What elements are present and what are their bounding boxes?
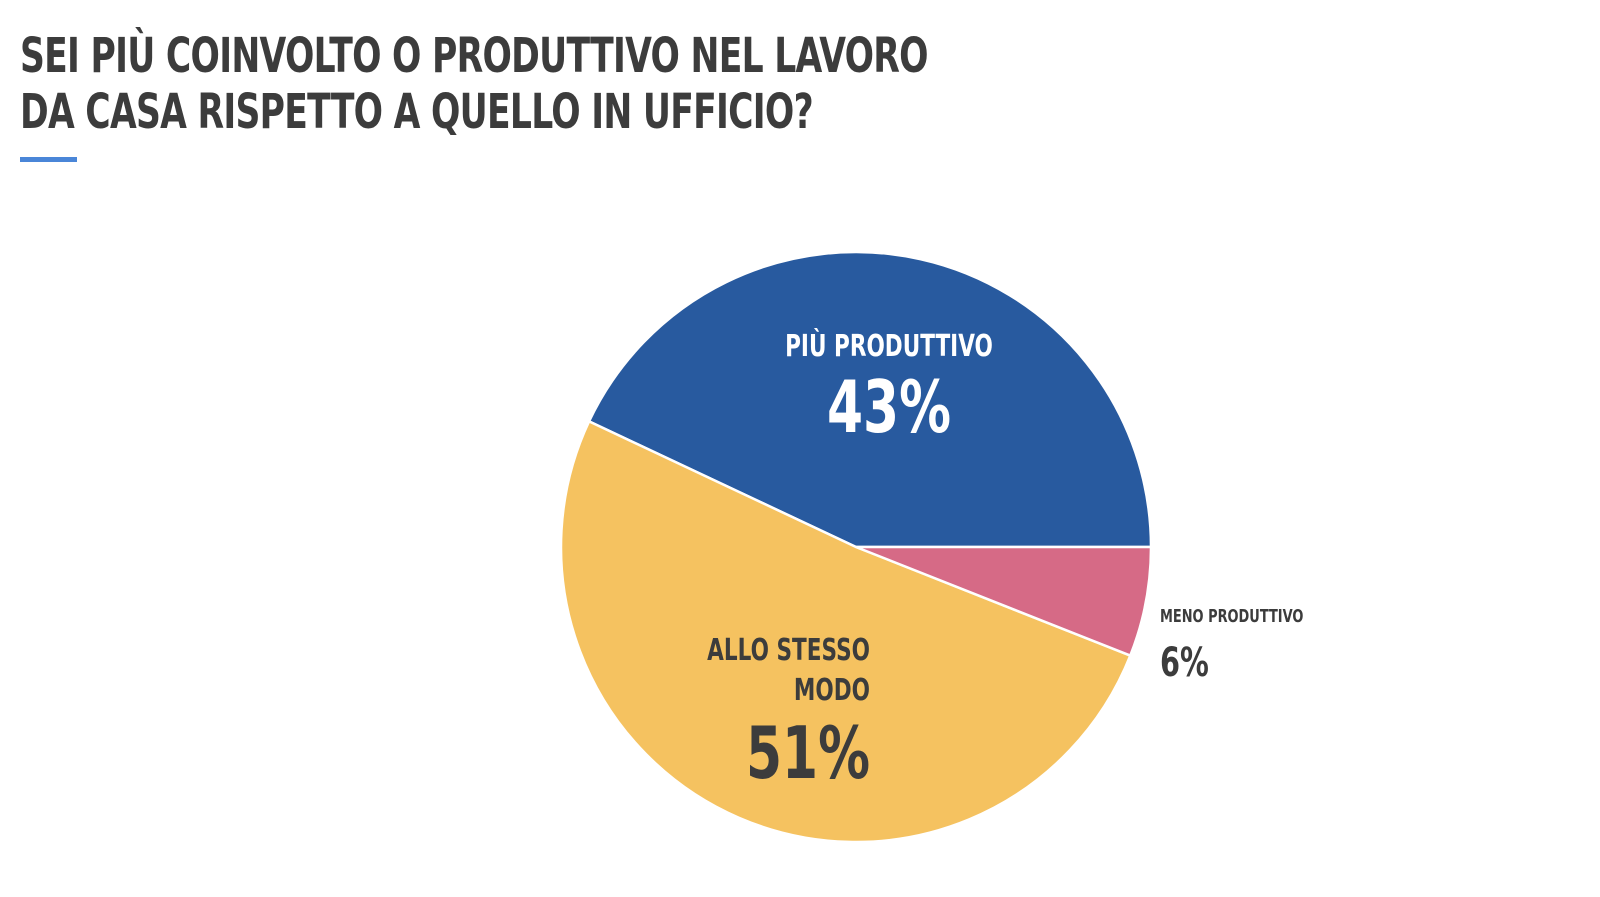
slice-label-meno-produttivo: MENO PRODUTTIVO (1160, 605, 1303, 627)
slice-label-allo-stesso-modo: MODO (794, 674, 870, 708)
pie-slice-pi-produttivo (587, 250, 1153, 549)
pie-slice-allo-stesso-modo (559, 420, 1132, 844)
slice-label-pi-produttivo: PIÙ PRODUTTIVO (785, 327, 993, 364)
slice-value-meno-produttivo: 6% (1160, 640, 1209, 686)
slice-value-allo-stesso-modo: 51% (746, 711, 870, 795)
title-accent-bar (20, 157, 77, 162)
slice-value-pi-produttivo: 43% (827, 365, 951, 449)
chart-title-line-2: DA CASA RISPETTO A QUELLO IN UFFICIO? (20, 84, 814, 140)
slice-label-allo-stesso-modo: ALLO STESSO (707, 634, 870, 668)
chart-title-line-1: SEI PIÙ COINVOLTO O PRODUTTIVO NEL LAVOR… (20, 28, 929, 84)
chart-title: SEI PIÙ COINVOLTO O PRODUTTIVO NEL LAVOR… (20, 28, 929, 140)
pie-slice-meno-produttivo (854, 545, 1153, 657)
